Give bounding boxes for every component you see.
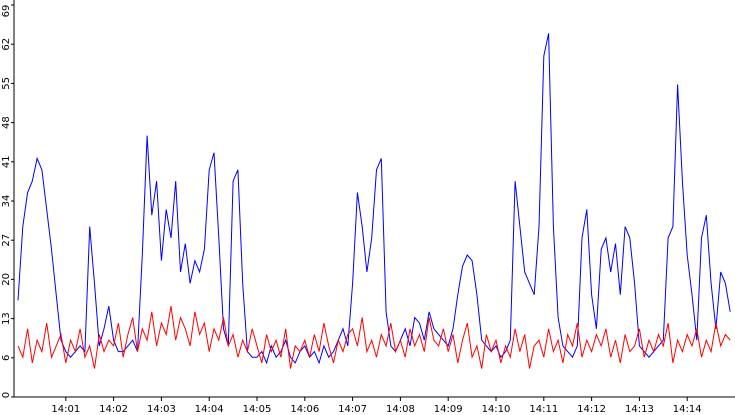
- x-tick-label: 14:04: [195, 404, 224, 415]
- x-tick-label: 14:13: [625, 404, 654, 415]
- y-tick-label: 6: [1, 355, 12, 361]
- y-tick-label: 0: [1, 392, 12, 398]
- x-tick-label: 14:01: [51, 404, 80, 415]
- x-tick-label: 14:03: [147, 404, 176, 415]
- x-tick-label: 14:07: [338, 404, 367, 415]
- y-tick-label: 34: [1, 195, 12, 208]
- y-tick-label: 69: [1, 5, 12, 18]
- y-tick-label: 48: [1, 116, 12, 129]
- x-tick-label: 14:08: [386, 404, 415, 415]
- x-tick-label: 14:11: [529, 404, 558, 415]
- x-tick-label: 14:09: [434, 404, 463, 415]
- x-tick-label: 14:02: [99, 404, 128, 415]
- y-tick-label: 41: [1, 155, 12, 168]
- x-tick-label: 14:05: [243, 404, 272, 415]
- x-tick-label: 14:10: [482, 404, 511, 415]
- y-tick-label: 13: [1, 312, 12, 325]
- y-tick-label: 55: [1, 77, 12, 90]
- series-line: [17, 306, 731, 369]
- series-line: [17, 33, 731, 365]
- x-tick-label: 14:12: [577, 404, 606, 415]
- y-tick-label: 27: [1, 234, 12, 247]
- y-tick-label: 62: [1, 38, 12, 51]
- y-tick-label: 20: [1, 273, 12, 286]
- x-tick-label: 14:06: [290, 404, 319, 415]
- x-tick-label: 14:14: [673, 404, 702, 415]
